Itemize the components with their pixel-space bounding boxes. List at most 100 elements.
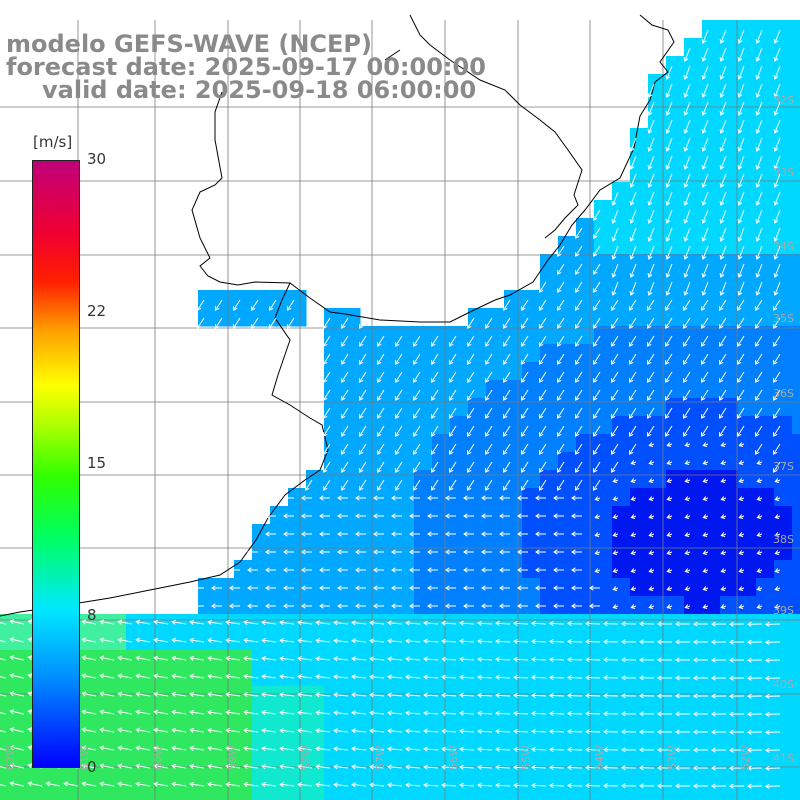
speed-cell bbox=[774, 650, 793, 669]
wind-arrow bbox=[683, 209, 691, 224]
wind-arrow bbox=[99, 619, 115, 625]
speed-cell bbox=[792, 128, 800, 147]
speed-cell bbox=[342, 344, 361, 363]
speed-cell bbox=[594, 398, 613, 417]
speed-cell bbox=[774, 704, 793, 723]
wind-arrow bbox=[369, 710, 385, 716]
coastline bbox=[0, 14, 675, 617]
wind-arrow bbox=[359, 335, 367, 347]
wind-arrow bbox=[463, 549, 474, 555]
wind-arrow bbox=[549, 674, 565, 681]
wind-arrow bbox=[755, 191, 763, 206]
wind-arrow bbox=[261, 692, 277, 698]
wind-arrow bbox=[315, 638, 331, 644]
speed-cell bbox=[720, 218, 739, 237]
lon-label: 62W bbox=[4, 745, 17, 770]
speed-cell bbox=[702, 434, 721, 453]
longitude-labels: 62W 61W 60W 59W 58W 57W 56W 55W 54W 53W 52W bbox=[4, 745, 752, 770]
wind-arrow bbox=[549, 728, 565, 735]
wind-arrow bbox=[737, 227, 745, 242]
speed-cell bbox=[144, 650, 163, 669]
wind-arrow bbox=[719, 173, 727, 188]
speed-cell bbox=[702, 488, 721, 507]
speed-cell bbox=[288, 650, 307, 669]
wind-arrow bbox=[684, 532, 691, 538]
wind-arrow bbox=[315, 746, 331, 752]
wind-arrow bbox=[521, 317, 529, 329]
speed-cell bbox=[522, 362, 541, 381]
wind-arrow bbox=[225, 637, 241, 643]
wind-arrow bbox=[387, 782, 403, 788]
wind-arrow bbox=[189, 637, 205, 643]
wind-arrow bbox=[666, 532, 673, 538]
speed-cell bbox=[360, 506, 379, 525]
wind-arrow bbox=[337, 531, 348, 537]
speed-cell bbox=[90, 794, 109, 800]
speed-cell bbox=[648, 704, 667, 723]
speed-cell bbox=[306, 704, 325, 723]
speed-cell bbox=[306, 578, 325, 597]
speed-cell bbox=[450, 578, 469, 597]
speed-cell bbox=[702, 344, 721, 363]
wind-arrow bbox=[197, 299, 205, 311]
wind-arrow bbox=[265, 531, 276, 537]
speed-cell bbox=[684, 488, 703, 507]
wind-arrow bbox=[665, 281, 673, 296]
speed-cell bbox=[324, 596, 343, 615]
wind-arrow bbox=[589, 603, 600, 609]
speed-cell bbox=[234, 290, 253, 309]
speed-cell bbox=[432, 668, 451, 687]
wind-arrow bbox=[648, 604, 655, 610]
speed-cell bbox=[486, 776, 505, 795]
wind-arrow bbox=[0, 622, 7, 625]
speed-cell bbox=[396, 740, 415, 759]
wind-arrow bbox=[323, 461, 331, 473]
wind-arrow bbox=[719, 353, 727, 365]
wind-arrow bbox=[593, 479, 601, 491]
wind-arrow bbox=[773, 317, 781, 329]
speed-cell bbox=[612, 218, 631, 237]
wind-arrow bbox=[377, 353, 385, 365]
speed-cell bbox=[792, 776, 800, 795]
wind-arrow bbox=[427, 603, 438, 609]
wind-arrow bbox=[702, 532, 709, 538]
wind-arrow bbox=[575, 443, 583, 455]
wind-arrow bbox=[441, 728, 457, 734]
speed-cell bbox=[522, 398, 541, 417]
wind-arrow bbox=[81, 781, 97, 787]
speed-cell bbox=[558, 344, 577, 363]
speed-cell bbox=[612, 686, 631, 705]
speed-cell bbox=[270, 776, 289, 795]
wind-arrow bbox=[513, 746, 529, 752]
speed-cell bbox=[720, 416, 739, 435]
speed-cell bbox=[792, 452, 800, 471]
speed-cell bbox=[234, 596, 253, 615]
wind-arrow bbox=[665, 425, 673, 437]
speed-cell bbox=[774, 272, 793, 291]
wind-arrow bbox=[207, 691, 223, 697]
wind-arrow bbox=[630, 550, 637, 556]
wind-arrow bbox=[409, 603, 420, 609]
speed-cell bbox=[684, 398, 703, 417]
speed-cell bbox=[684, 740, 703, 759]
wind-arrow bbox=[675, 765, 691, 771]
wind-arrow bbox=[720, 586, 727, 592]
speed-cell bbox=[342, 416, 361, 435]
wind-arrow bbox=[593, 443, 601, 455]
speed-cell bbox=[648, 686, 667, 705]
wind-arrow bbox=[665, 227, 673, 242]
speed-cell bbox=[288, 578, 307, 597]
speed-cell bbox=[342, 326, 361, 345]
wind-arrow bbox=[405, 638, 421, 644]
speed-cell bbox=[126, 776, 145, 795]
wind-arrow bbox=[395, 335, 403, 347]
speed-cell bbox=[630, 434, 649, 453]
speed-cell bbox=[432, 488, 451, 507]
wind-arrow bbox=[693, 747, 709, 753]
wind-arrow bbox=[283, 567, 294, 573]
wind-arrow bbox=[683, 335, 691, 347]
speed-cell bbox=[720, 776, 739, 795]
wind-arrow bbox=[629, 407, 637, 419]
wind-arrow bbox=[481, 495, 492, 501]
wind-arrow bbox=[647, 101, 655, 116]
